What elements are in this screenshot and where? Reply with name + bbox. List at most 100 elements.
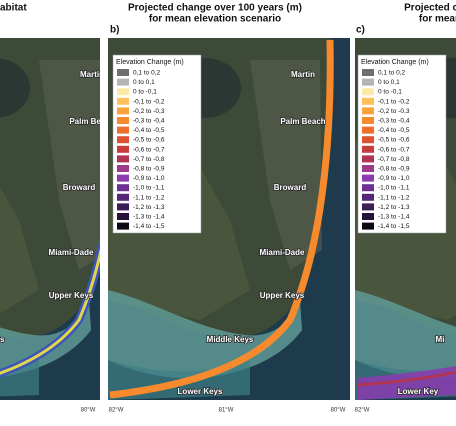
legend-label: 0,1 to 0,2 [133, 70, 160, 77]
legend-swatch [117, 165, 129, 172]
legend: Elevation Change (m) 0,1 to 0,2 0 to 0,1 0 … [357, 54, 447, 234]
legend-swatch [117, 136, 129, 144]
axis-label: 81°W [219, 408, 234, 414]
legend-label: -0,2 to -0,3 [133, 108, 165, 115]
legend-label: -0,6 to -0,7 [378, 146, 410, 153]
legend-label: -0,4 to -0,5 [133, 127, 165, 134]
legend-label: 0 to -0,1 [133, 89, 157, 96]
legend-label: -0,2 to -0,3 [378, 108, 410, 115]
legend-label: -1,0 to -1,1 [378, 185, 410, 192]
legend-label: 0 to -0,1 [378, 89, 402, 96]
map-panel-a [0, 38, 100, 400]
legend-label: 0 to 0,1 [378, 79, 400, 86]
legend-swatch [362, 145, 374, 153]
legend-label: -1,1 to -1,2 [133, 194, 165, 201]
legend-swatch [117, 78, 129, 86]
legend-swatch [362, 184, 374, 192]
legend-label: -0,3 to -0,4 [133, 118, 165, 125]
legend-label: -0,5 to -0,6 [378, 137, 410, 144]
place-label: Upper Keys [260, 291, 305, 300]
legend-swatch [362, 117, 374, 124]
legend-label: -0,7 to -0,8 [133, 156, 165, 163]
legend-label: -1,2 to -1,3 [133, 204, 165, 211]
axis-label: 80°W [81, 408, 96, 414]
legend-swatch [362, 78, 374, 86]
place-label: Martin [80, 70, 104, 79]
axis-label: 82°W [355, 408, 370, 414]
legend-label: -0,9 to -1,0 [133, 175, 165, 182]
legend-swatch [117, 174, 129, 182]
legend-swatch [362, 222, 374, 230]
legend: Elevation Change (m) 0,1 to 0,2 0 to 0,1 0 … [112, 54, 202, 234]
legend-swatch [362, 126, 374, 134]
legend-label: -1,0 to -1,1 [133, 185, 165, 192]
legend-swatch [362, 88, 374, 96]
panel-title: Projected change over 100 years (m) [128, 3, 302, 14]
place-label: Lower Keys [178, 387, 223, 396]
legend-swatch [362, 193, 374, 201]
legend-swatch [117, 213, 129, 220]
place-label: Miami-Dade [49, 248, 94, 257]
legend-label: -0,8 to -0,9 [378, 166, 410, 173]
legend-title: Elevation Change (m) [361, 59, 429, 66]
legend-swatch [117, 155, 129, 163]
place-label: Upper Keys [49, 291, 94, 300]
legend-label: -0,8 to -0,9 [133, 166, 165, 173]
place-label: Martin [291, 70, 315, 79]
legend-swatch [117, 145, 129, 153]
legend-swatch [117, 222, 129, 230]
panel-title: abitat [0, 3, 27, 14]
legend-swatch [117, 126, 129, 134]
legend-swatch [117, 69, 129, 76]
map-panel-c [355, 38, 456, 400]
legend-swatch [362, 174, 374, 182]
legend-swatch [362, 107, 374, 115]
legend-label: 0,1 to 0,2 [378, 70, 405, 77]
legend-label: -0,7 to -0,8 [378, 156, 410, 163]
legend-swatch [117, 88, 129, 96]
axis-label: 80°W [331, 408, 346, 414]
place-label: Palm Beach [280, 117, 325, 126]
legend-label: -0,1 to -0,2 [133, 98, 165, 105]
legend-label: -1,2 to -1,3 [378, 204, 410, 211]
legend-swatch [117, 117, 129, 124]
legend-label: -0,4 to -0,5 [378, 127, 410, 134]
panel-letter: c) [356, 25, 365, 36]
legend-label: -1,1 to -1,2 [378, 194, 410, 201]
legend-label: -0,5 to -0,6 [133, 137, 165, 144]
legend-swatch [362, 213, 374, 220]
place-labels: Mi Lower Key [397, 334, 445, 397]
legend-label: -1,4 to -1,5 [133, 223, 165, 230]
legend-swatch [362, 69, 374, 76]
panel-letter: b) [110, 25, 119, 36]
legend-swatch [117, 203, 129, 211]
axis-label: 82°W [109, 408, 124, 414]
panel-title: for mean elevation scenario [149, 14, 281, 25]
legend-label: 0 to 0,1 [133, 79, 155, 86]
legend-label: -1,3 to -1,4 [133, 214, 165, 221]
legend-box [357, 54, 447, 234]
place-label: Broward [63, 183, 96, 192]
legend-swatch [117, 107, 129, 115]
place-labels: Martin Palm Beach Broward Miami-Dade Upper K… [0, 69, 114, 345]
place-label: ys [0, 335, 5, 344]
place-label: Mi [436, 335, 445, 344]
legend-label: -0,3 to -0,4 [378, 118, 410, 125]
place-label: Lower Key [398, 387, 439, 396]
map-panel-b [108, 38, 350, 400]
legend-label: -1,3 to -1,4 [378, 214, 410, 221]
legend-swatch [117, 193, 129, 201]
legend-label: -0,6 to -0,7 [133, 146, 165, 153]
legend-swatch [117, 184, 129, 192]
place-label: Broward [274, 183, 307, 192]
legend-label: -0,9 to -1,0 [378, 175, 410, 182]
legend-swatch [362, 155, 374, 163]
legend-title: Elevation Change (m) [116, 59, 184, 66]
place-label: Palm Beach [69, 117, 114, 126]
legend-swatch [362, 165, 374, 172]
place-label: Middle Keys [207, 335, 254, 344]
place-label: Miami-Dade [260, 248, 305, 257]
panel-title: for mean [419, 14, 456, 25]
panel-title: Projected chan [404, 3, 456, 14]
